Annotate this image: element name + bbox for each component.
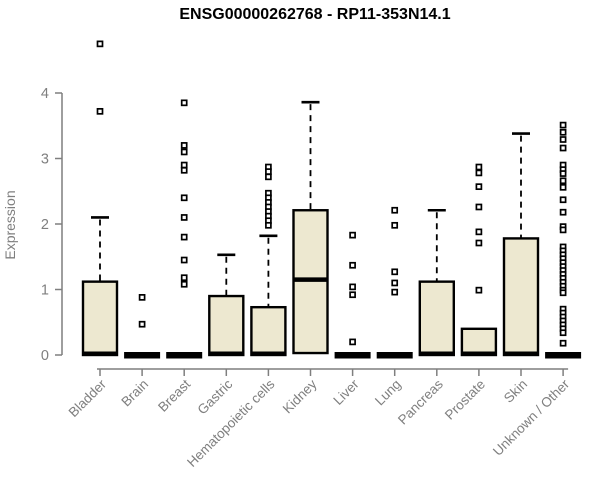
outlier-point <box>180 142 188 149</box>
y-tick-label: 4 <box>41 86 49 102</box>
x-tick-label-brain: Brain <box>118 377 151 410</box>
y-tick-label: 1 <box>41 283 49 299</box>
outlier-point <box>475 203 483 211</box>
collapsed-box <box>124 352 161 359</box>
outlier-point <box>138 320 146 328</box>
collapsed-box <box>376 352 413 359</box>
outlier-point <box>475 183 483 191</box>
outlier-point <box>180 166 188 174</box>
collapsed-box <box>545 352 582 359</box>
outlier-point <box>559 136 567 143</box>
boxplot-pancreas <box>418 208 455 357</box>
x-tick-label-bladder: Bladder <box>66 376 110 420</box>
outlier-point <box>475 163 483 171</box>
x-tick-label-lung: Lung <box>372 377 404 409</box>
outlier-point <box>559 196 567 204</box>
outlier-point <box>559 183 567 191</box>
boxplot-brain <box>124 294 161 359</box>
iqr-box <box>81 280 119 357</box>
boxplot-hematopoietic-cells <box>250 163 287 357</box>
boxplot-gastric <box>208 253 245 357</box>
outlier-point <box>391 268 399 276</box>
outlier-point <box>349 291 356 299</box>
outlier-point <box>475 286 483 294</box>
outlier-point <box>265 221 272 229</box>
x-tick-label-unknown-other: Unknown / Other <box>490 376 573 459</box>
iqr-box <box>502 237 540 357</box>
iqr-box <box>208 294 245 357</box>
outlier-point <box>559 339 567 347</box>
y-tick-label: 0 <box>41 348 49 364</box>
outlier-point <box>559 128 567 136</box>
x-tick-label-gastric: Gastric <box>195 376 236 417</box>
y-tick-label: 2 <box>41 217 49 233</box>
outlier-point <box>391 279 399 287</box>
outlier-point <box>349 283 356 291</box>
outlier-point <box>391 206 399 214</box>
x-tick-label-skin: Skin <box>501 377 530 406</box>
boxplot-liver <box>334 231 371 359</box>
boxplot-bladder <box>81 40 119 357</box>
boxplot-skin <box>502 132 540 357</box>
outlier-point <box>559 289 567 297</box>
outlier-point <box>559 121 567 129</box>
outlier-point <box>391 221 399 229</box>
iqr-box <box>460 327 498 357</box>
outlier-point <box>180 161 188 169</box>
outlier-point <box>180 256 188 264</box>
outlier-point <box>180 194 188 202</box>
outlier-point <box>180 274 188 282</box>
outlier-point <box>559 144 567 152</box>
outlier-point <box>180 148 188 156</box>
outlier-point <box>180 280 188 288</box>
boxplot-unknown-other <box>545 121 582 359</box>
outlier-point <box>559 329 567 337</box>
boxplot-prostate <box>460 163 498 357</box>
outlier-point <box>475 228 483 236</box>
outlier-point <box>96 40 104 48</box>
outlier-point <box>180 214 188 221</box>
boxplot-breast <box>166 99 203 359</box>
iqr-box <box>418 280 455 357</box>
collapsed-box <box>166 352 203 359</box>
y-tick-label: 3 <box>41 152 49 168</box>
outlier-point <box>559 208 567 216</box>
y-axis: 0 1 2 3 4 <box>41 86 63 364</box>
outlier-point <box>180 99 188 107</box>
outlier-point <box>138 294 146 301</box>
outlier-point <box>349 338 356 346</box>
outlier-point <box>349 261 356 269</box>
boxplot-lung <box>376 206 413 359</box>
x-tick-label-prostate: Prostate <box>442 377 488 423</box>
outlier-point <box>96 107 104 115</box>
outlier-point <box>349 231 356 239</box>
x-tick-label-breast: Breast <box>155 376 193 414</box>
x-tick-label-liver: Liver <box>330 376 362 408</box>
collapsed-box <box>334 352 371 359</box>
iqr-box <box>250 305 287 357</box>
outlier-point <box>475 239 483 247</box>
outlier-point <box>475 169 483 177</box>
outlier-point <box>265 173 272 181</box>
boxplot-kidney <box>292 100 329 355</box>
outlier-point <box>559 226 567 234</box>
chart-title: ENSG00000262768 - RP11-353N14.1 <box>179 6 451 23</box>
outlier-point <box>391 288 399 296</box>
outlier-point <box>559 177 567 185</box>
x-tick-label-kidney: Kidney <box>280 376 320 416</box>
outlier-point <box>559 170 567 177</box>
outlier-point <box>265 168 272 175</box>
outlier-point <box>180 233 188 241</box>
x-tick-label-pancreas: Pancreas <box>395 376 446 427</box>
